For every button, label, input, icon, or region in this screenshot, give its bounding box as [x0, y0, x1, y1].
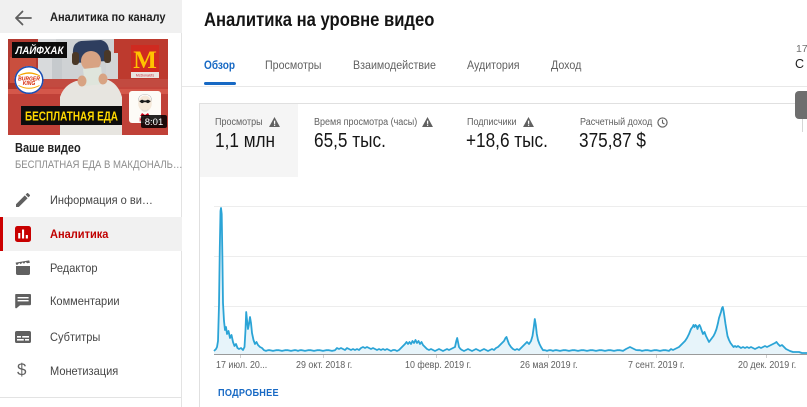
svg-text:8:01: 8:01 [145, 117, 164, 128]
svg-text:M: M [133, 47, 157, 74]
svg-text:BURGER: BURGER [18, 77, 40, 83]
svg-text:БЕСПЛАТНАЯ ЕДА: БЕСПЛАТНАЯ ЕДА [25, 110, 118, 124]
svg-text:KING: KING [23, 81, 36, 87]
svg-text:ЛАЙФХАК: ЛАЙФХАК [15, 44, 65, 57]
svg-text:McDonald's: McDonald's [136, 73, 154, 77]
